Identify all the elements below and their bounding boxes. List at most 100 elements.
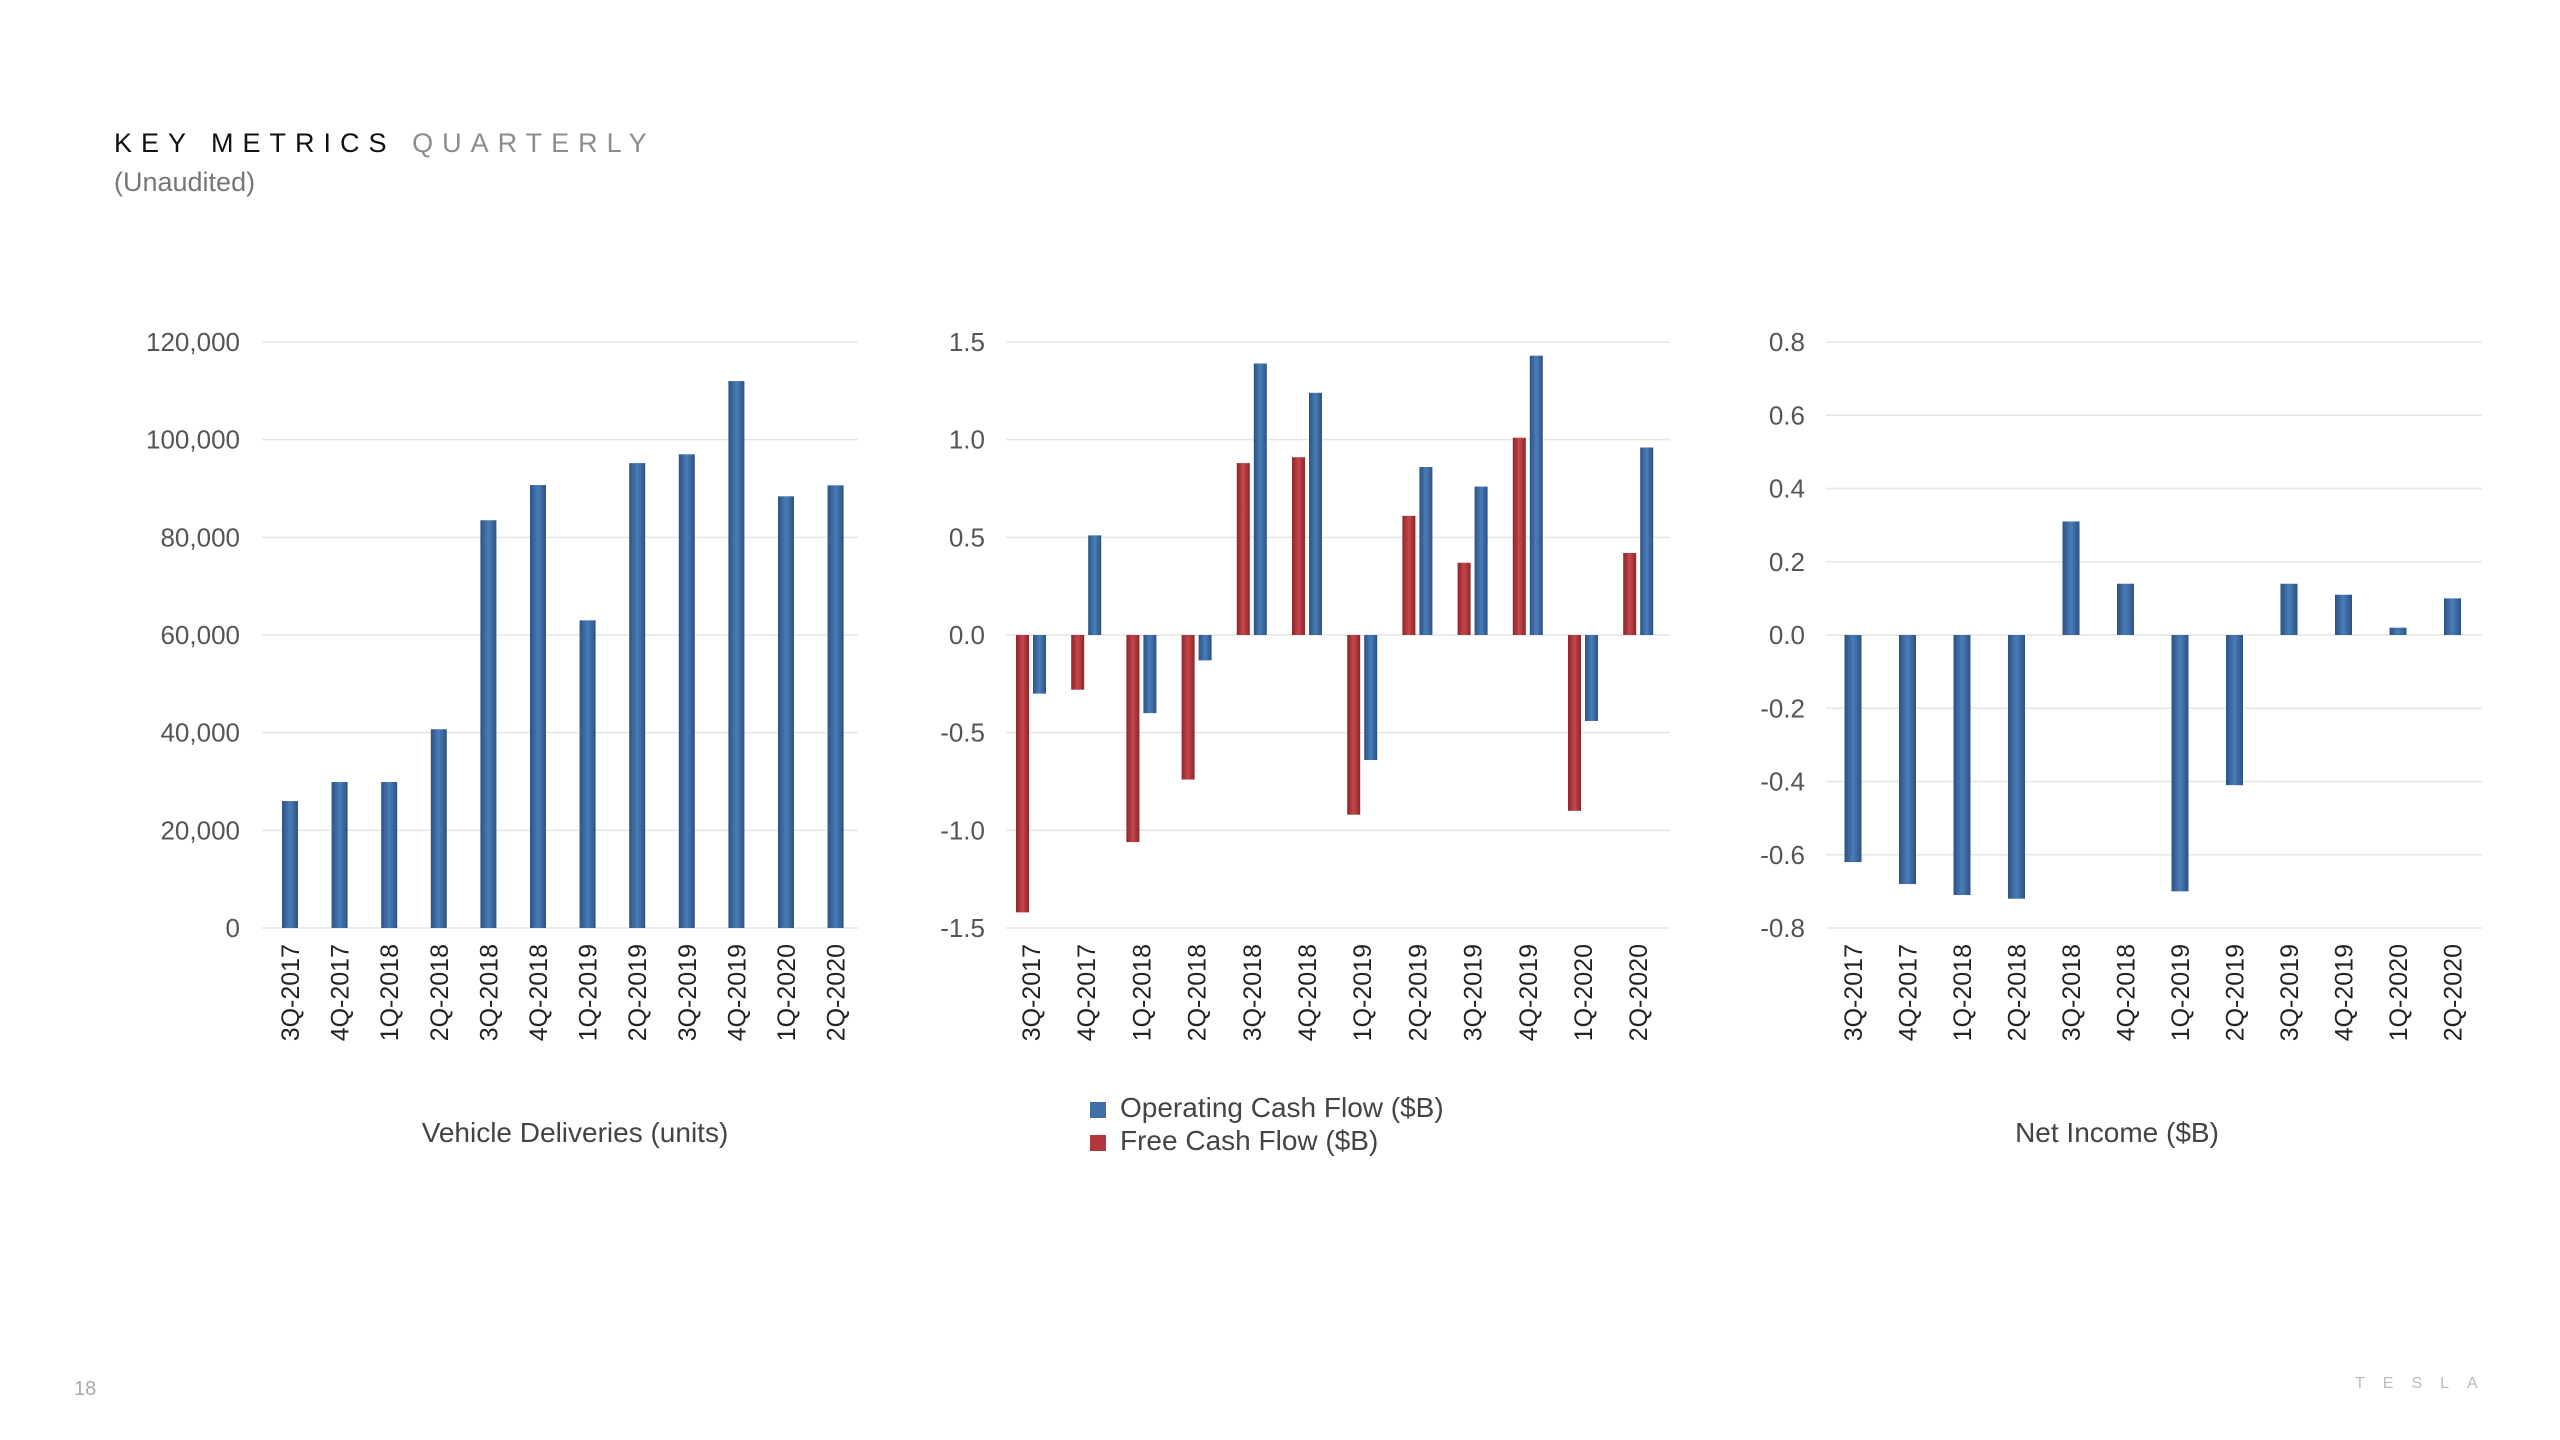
bar — [678, 454, 695, 928]
x-tick-label: 2Q-2019 — [624, 944, 652, 1041]
bar — [381, 781, 398, 928]
x-tick-label: 1Q-2019 — [1349, 944, 1377, 1041]
bar — [1143, 635, 1157, 714]
y-tick-label: 0.0 — [949, 620, 985, 650]
bar — [1071, 635, 1085, 690]
x-tick-label: 3Q-2017 — [1840, 944, 1868, 1041]
page-title: KEY METRICS QUARTERLY — [114, 128, 656, 159]
bar — [1640, 447, 1654, 635]
x-tick-label: 2Q-2020 — [2440, 944, 2468, 1041]
y-tick-label: 1.0 — [949, 425, 985, 455]
bar — [1474, 486, 1488, 635]
bar — [1236, 463, 1250, 635]
x-tick-label: 4Q-2019 — [2331, 944, 2359, 1041]
x-tick-label: 3Q-2019 — [674, 944, 702, 1041]
x-tick-label: 4Q-2019 — [1515, 944, 1543, 1041]
x-tick-label: 3Q-2017 — [277, 944, 305, 1041]
bar — [2062, 521, 2080, 635]
bar — [2444, 598, 2461, 635]
x-tick-label: 1Q-2020 — [2385, 944, 2413, 1041]
bar — [1953, 635, 1971, 896]
y-tick-label: 60,000 — [160, 620, 240, 650]
bar — [1512, 437, 1526, 635]
y-tick-label: 0.4 — [1769, 474, 1805, 504]
y-tick-label: 0.2 — [1769, 547, 1805, 577]
legend-swatch — [1090, 1102, 1106, 1118]
x-tick-label: 4Q-2017 — [327, 944, 355, 1041]
y-tick-label: 120,000 — [146, 327, 240, 357]
bar — [2226, 635, 2243, 786]
y-tick-label: 100,000 — [146, 425, 240, 455]
x-tick-label: 2Q-2019 — [2222, 944, 2250, 1041]
x-tick-label: 1Q-2018 — [376, 944, 404, 1041]
y-tick-label: -0.6 — [1760, 840, 1805, 870]
x-tick-label: 1Q-2019 — [2167, 944, 2195, 1041]
bar — [2171, 635, 2189, 892]
bar — [728, 381, 745, 929]
bar — [629, 463, 646, 928]
bar — [1126, 635, 1140, 843]
x-tick-label: 4Q-2017 — [1895, 944, 1923, 1041]
bar — [827, 485, 844, 928]
chart-1: 0 20,000 40,000 60,000 80,000 100,000 120,000 3… — [146, 327, 858, 1148]
bar — [2117, 583, 2134, 635]
y-tick-label: -0.8 — [1760, 913, 1805, 943]
y-tick-label: -0.2 — [1760, 693, 1805, 723]
bar — [1088, 535, 1102, 635]
x-tick-label: 4Q-2019 — [723, 944, 751, 1041]
bar — [1529, 355, 1543, 635]
y-tick-label: 0.0 — [1769, 620, 1805, 650]
x-tick-label: 2Q-2018 — [426, 944, 454, 1041]
x-tick-label: 3Q-2019 — [1460, 944, 1488, 1041]
bar — [1309, 392, 1322, 635]
x-tick-label: 4Q-2017 — [1073, 944, 1101, 1041]
bar — [2335, 594, 2352, 635]
y-tick-label: 0.8 — [1769, 327, 1805, 357]
y-tick-label: 1.5 — [949, 327, 985, 357]
legend-swatch — [1090, 1135, 1106, 1151]
bar — [1253, 363, 1267, 635]
bar — [530, 485, 546, 928]
x-tick-label: 2Q-2020 — [1625, 944, 1653, 1041]
bar — [480, 520, 497, 928]
bar — [1568, 635, 1581, 811]
title-accent: QUARTERLY — [412, 128, 656, 158]
x-tick-label: 3Q-2019 — [2276, 944, 2304, 1041]
y-tick-label: -0.4 — [1760, 767, 1805, 797]
bar — [579, 620, 596, 928]
bar — [1844, 635, 1862, 863]
bar — [1585, 635, 1598, 721]
bar — [430, 729, 447, 928]
y-tick-label: 0.6 — [1769, 400, 1805, 430]
x-tick-label: 3Q-2018 — [475, 944, 503, 1041]
chart-2: -1.5 -1.0 -0.5 0.0 0.5 1.0 1.5 3Q-2017 4Q-2017 1Q… — [940, 327, 1670, 1156]
x-tick-label: 3Q-2018 — [2058, 944, 2086, 1041]
x-tick-label: 4Q-2018 — [1294, 944, 1322, 1041]
x-tick-label: 2Q-2018 — [1184, 944, 1212, 1041]
x-axis-label: Vehicle Deliveries (units) — [422, 1117, 729, 1148]
bar — [2280, 583, 2298, 635]
x-tick-label: 3Q-2018 — [1239, 944, 1267, 1041]
y-tick-label: -1.0 — [940, 815, 985, 845]
bar — [1292, 457, 1305, 635]
bar — [1623, 552, 1637, 635]
title-main: KEY METRICS — [114, 128, 396, 158]
x-axis-label: Net Income ($B) — [2015, 1117, 2219, 1148]
x-tick-label: 1Q-2018 — [1128, 944, 1156, 1041]
bar — [1198, 635, 1212, 661]
page-number: 18 — [74, 1378, 97, 1400]
y-tick-label: -1.5 — [940, 913, 985, 943]
x-tick-label: 4Q-2018 — [525, 944, 553, 1041]
bar — [282, 801, 298, 928]
bar — [1457, 562, 1471, 635]
x-tick-label: 1Q-2020 — [1570, 944, 1598, 1041]
chart-3: -0.8 -0.6 -0.4 -0.2 0.0 0.2 0.4 0.6 0.8 3Q-2017 4Q… — [1760, 327, 2482, 1148]
x-tick-label: 3Q-2017 — [1018, 944, 1046, 1041]
y-tick-label: 0 — [226, 913, 240, 943]
brand-logo: TESLA — [2355, 1375, 2496, 1392]
bar — [1364, 635, 1378, 761]
y-tick-label: 20,000 — [160, 815, 240, 845]
bar — [1033, 635, 1046, 694]
x-tick-label: 2Q-2019 — [1404, 944, 1432, 1041]
